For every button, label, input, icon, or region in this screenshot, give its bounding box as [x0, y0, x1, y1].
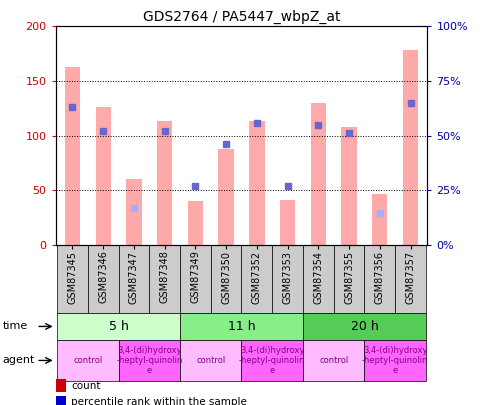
Text: percentile rank within the sample: percentile rank within the sample — [71, 397, 247, 405]
Bar — [188, 201, 203, 245]
Text: control: control — [319, 356, 348, 365]
Text: count: count — [71, 381, 100, 390]
Text: 11 h: 11 h — [227, 320, 256, 333]
Text: 3,4-(di)hydroxy
-heptyl-quinolin
e: 3,4-(di)hydroxy -heptyl-quinolin e — [239, 345, 305, 375]
Bar — [403, 50, 418, 245]
Bar — [311, 103, 326, 245]
Text: 20 h: 20 h — [351, 320, 378, 333]
Text: 3,4-(di)hydroxy
-heptyl-quinolin
e: 3,4-(di)hydroxy -heptyl-quinolin e — [362, 345, 428, 375]
Text: GDS2764 / PA5447_wbpZ_at: GDS2764 / PA5447_wbpZ_at — [143, 10, 340, 24]
Bar — [96, 107, 111, 245]
Text: 5 h: 5 h — [109, 320, 128, 333]
Bar — [126, 179, 142, 245]
Bar — [218, 149, 234, 245]
Bar — [249, 122, 265, 245]
Text: agent: agent — [2, 356, 35, 365]
Text: 3,4-(di)hydroxy
-heptyl-quinolin
e: 3,4-(di)hydroxy -heptyl-quinolin e — [116, 345, 183, 375]
Bar — [372, 194, 387, 245]
Text: time: time — [2, 322, 28, 331]
Text: control: control — [73, 356, 102, 365]
Bar — [157, 122, 172, 245]
Text: control: control — [196, 356, 226, 365]
Bar — [280, 200, 295, 245]
Bar — [341, 127, 357, 245]
Bar — [65, 67, 80, 245]
